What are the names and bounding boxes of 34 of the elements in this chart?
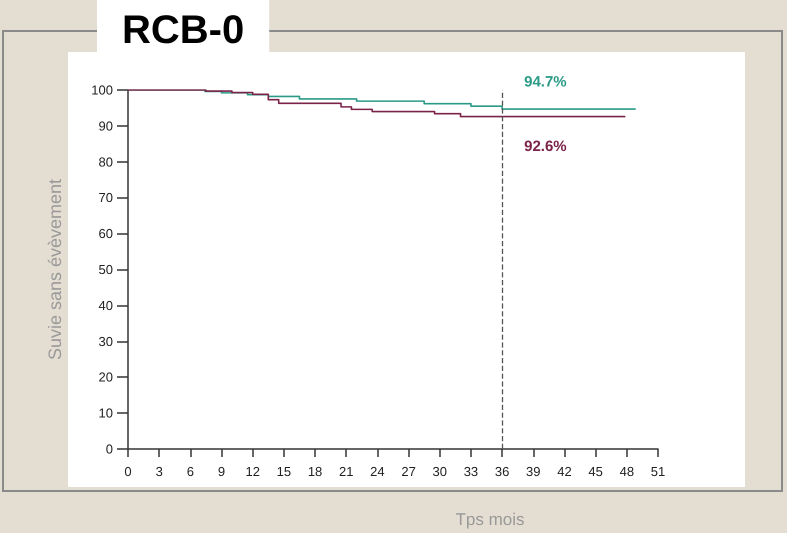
y-tick-label: 10 <box>98 406 113 421</box>
x-tick-label: 0 <box>124 464 132 479</box>
y-tick-label: 30 <box>98 334 113 349</box>
y-tick-label: 20 <box>98 370 113 385</box>
x-tick-label: 9 <box>218 464 226 479</box>
y-tick-label: 70 <box>98 190 113 206</box>
x-tick-label: 21 <box>339 464 354 479</box>
y-axis-title: Suvie sans évèvement <box>45 178 65 360</box>
x-tick-label: 27 <box>401 464 416 479</box>
x-tick-label: 12 <box>245 464 260 479</box>
annotation: 94.7% <box>524 74 567 91</box>
x-tick-label: 33 <box>464 464 478 479</box>
x-tick-label: 30 <box>432 464 447 479</box>
x-tick-label: 3 <box>156 464 163 479</box>
y-tick-label: 90 <box>98 118 113 134</box>
y-tick-label: 60 <box>98 226 113 242</box>
y-tick-label: 0 <box>106 442 113 456</box>
x-tick-label: 36 <box>494 464 510 479</box>
x-tick-label: 48 <box>620 464 634 479</box>
x-tick-label: 24 <box>370 464 385 479</box>
x-axis-title: Tps mois <box>456 510 524 529</box>
x-tick-label: 51 <box>650 464 666 479</box>
x-tick-label: 15 <box>276 464 292 479</box>
x-tick-label: 18 <box>308 464 322 479</box>
chart-title: RCB-0 <box>122 8 244 52</box>
y-tick-label: 80 <box>98 154 113 170</box>
x-tick-label: 42 <box>557 464 572 479</box>
x-tick-label: 39 <box>526 464 541 479</box>
y-tick-label: 40 <box>98 298 113 313</box>
y-tick-label: 100 <box>91 82 113 98</box>
annotation: 92.6% <box>524 138 567 156</box>
x-tick-label: 6 <box>186 464 194 479</box>
y-tick-label: 50 <box>98 262 113 277</box>
x-tick-label: 45 <box>588 464 603 479</box>
